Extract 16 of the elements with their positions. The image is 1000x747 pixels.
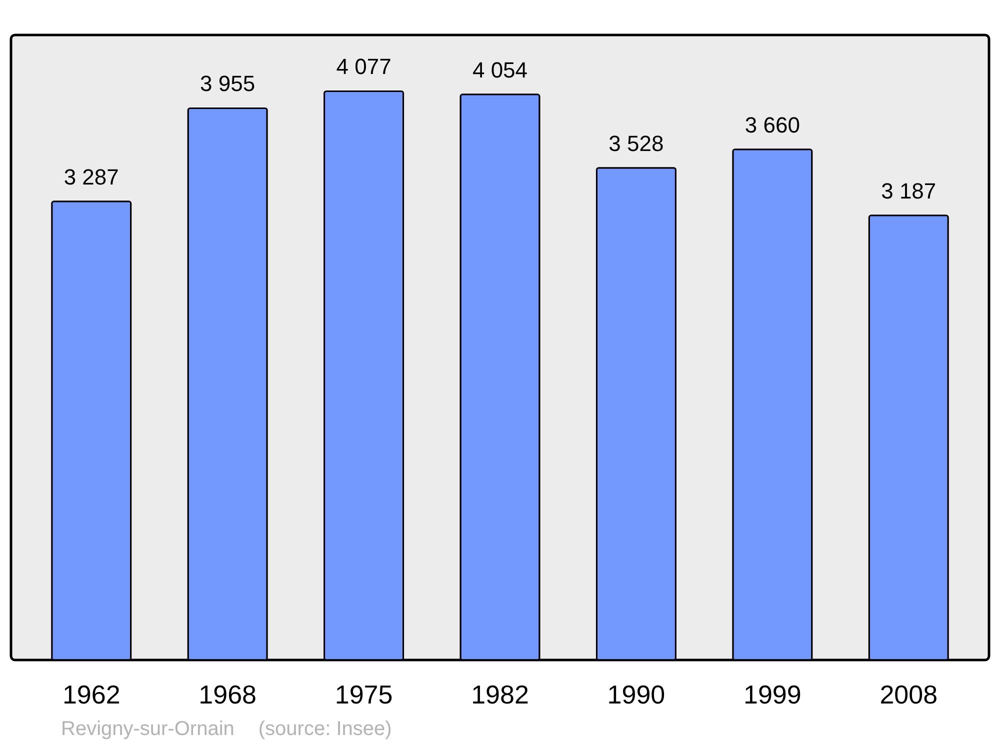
x-tick-label: 1999 [744,680,802,710]
x-tick-label: 1982 [471,680,529,710]
data-label: 3 955 [200,71,256,96]
data-label: 3 528 [608,130,664,156]
x-tick-label: 1968 [198,680,256,710]
x-tick-label: 2008 [880,680,938,710]
data-label: 3 660 [744,112,800,138]
data-label: 3 187 [881,178,936,204]
data-label: 4 077 [336,54,392,80]
text: (source: Insee) [258,718,392,740]
x-tick-label: 1975 [334,680,393,710]
x-tick-label: 1990 [607,680,666,710]
data-label: 3 287 [64,164,119,190]
text: Revigny-sur-Ornain [61,718,234,740]
x-tick-label: 1962 [62,680,120,710]
data-label: 4 054 [472,57,528,82]
